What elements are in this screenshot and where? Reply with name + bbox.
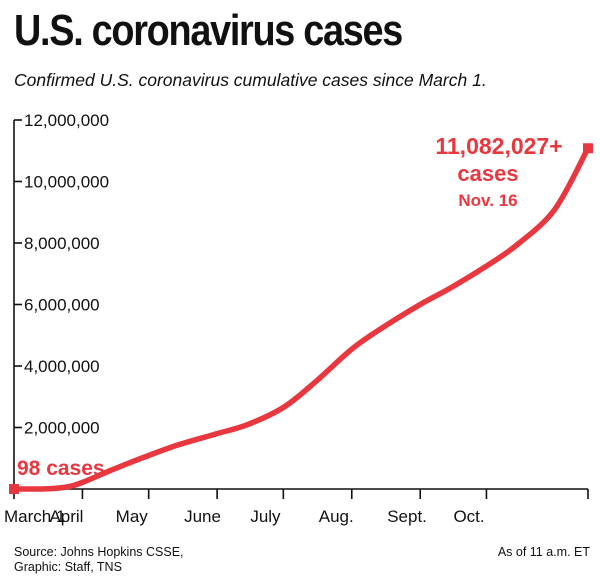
y-tick-label: 6,000,000 bbox=[24, 296, 100, 315]
x-tick-label: July bbox=[250, 507, 281, 526]
y-tick-label: 12,000,000 bbox=[24, 111, 109, 130]
start-marker bbox=[9, 483, 19, 494]
chart-subtitle: Confirmed U.S. coronavirus cumulative ca… bbox=[14, 70, 487, 90]
y-tick-label: 10,000,000 bbox=[24, 173, 109, 192]
x-tick-label: May bbox=[116, 507, 149, 526]
y-tick-label: 2,000,000 bbox=[24, 419, 100, 438]
x-tick-label: April bbox=[49, 507, 83, 526]
x-tick-label: Aug. bbox=[319, 507, 354, 526]
graphic-credit-line: Graphic: Staff, TNS bbox=[14, 560, 122, 574]
start-callout-label: 98 cases bbox=[17, 457, 105, 480]
cases-line bbox=[11, 145, 591, 492]
x-tick-label: Oct. bbox=[453, 507, 484, 526]
as-of-note: As of 11 a.m. ET bbox=[497, 545, 590, 559]
end-callout-value: 11,082,027+ bbox=[435, 133, 562, 159]
y-tick-label: 4,000,000 bbox=[24, 357, 100, 376]
x-tick-label: March 1 bbox=[4, 507, 65, 526]
y-tick-label: 8,000,000 bbox=[24, 234, 100, 253]
source-line: Source: Johns Hopkins CSSE, bbox=[14, 545, 184, 559]
end-marker bbox=[583, 143, 593, 154]
x-tick-label: Sept. bbox=[387, 507, 427, 526]
x-tick-label: June bbox=[184, 507, 221, 526]
end-callout-cases: cases bbox=[457, 161, 518, 186]
source-note: Source: Johns Hopkins CSSE, Graphic: Sta… bbox=[14, 545, 184, 575]
end-callout-date: Nov. 16 bbox=[458, 191, 517, 210]
chart-title: U.S. coronavirus cases bbox=[14, 6, 403, 55]
